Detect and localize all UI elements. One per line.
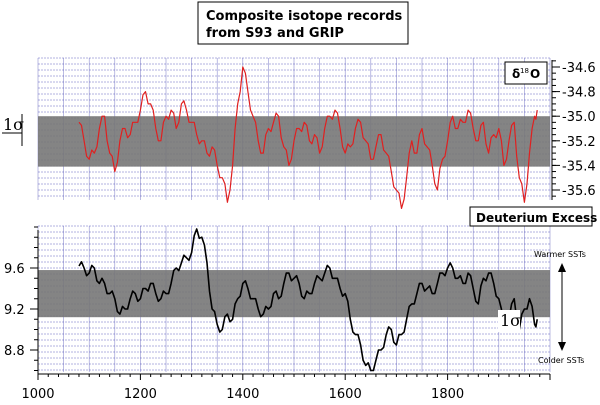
x-tick-label: 1400 xyxy=(226,387,259,402)
sigma-band-bottom xyxy=(38,270,550,318)
colder-label: Colder SSTs xyxy=(538,356,584,365)
y-right-tick-label: -35.4 xyxy=(562,159,596,174)
series-lines xyxy=(78,66,538,372)
d18o-label: δ 18 O xyxy=(504,61,548,85)
y-left-tick-label: 9.2 xyxy=(4,303,25,318)
sst-arrow: Warmer SSTs Colder SSTs xyxy=(534,250,586,365)
sigma-top-label: 1σ xyxy=(2,114,24,146)
y-right-tick-label: -35.2 xyxy=(562,135,596,150)
y-left-tick-label: 8.8 xyxy=(4,344,25,359)
warmer-label: Warmer SSTs xyxy=(534,250,586,259)
svg-text:O: O xyxy=(530,67,540,81)
x-tick-label: 1000 xyxy=(21,387,54,402)
series-deuterium-line xyxy=(78,228,538,372)
sigma-bottom-text: 1σ xyxy=(500,311,521,330)
series-d18o-line xyxy=(78,66,538,209)
y-right-tick-label: -35.6 xyxy=(562,184,596,199)
y-right-tick-label: -35.0 xyxy=(562,110,596,125)
x-tick-label: 1800 xyxy=(431,387,464,402)
title-line-1: Composite isotope records xyxy=(206,9,403,24)
deut-label-text: Deuterium Excess xyxy=(476,211,597,225)
axes: 1000 1200 1400 1600 1800 9.6 9.2 8.8 -34.6 -34.8 -… xyxy=(4,60,596,402)
svg-text:18: 18 xyxy=(520,67,529,75)
sigma-top-text: 1σ xyxy=(3,115,24,134)
deut-label: Deuterium Excess xyxy=(469,206,597,227)
title-line-2: from S93 and GRIP xyxy=(206,26,344,41)
svg-text:δ: δ xyxy=(512,67,520,81)
y-right-tick-label: -34.8 xyxy=(562,86,596,101)
x-tick-label: 1200 xyxy=(124,387,157,402)
sigma-bottom-label: 1σ xyxy=(498,310,521,332)
chart-title: Composite isotope records from S93 and G… xyxy=(197,1,409,45)
y-right-tick-label: -34.6 xyxy=(562,61,596,76)
x-tick-label: 1600 xyxy=(329,387,362,402)
y-left-tick-label: 9.6 xyxy=(4,262,25,277)
